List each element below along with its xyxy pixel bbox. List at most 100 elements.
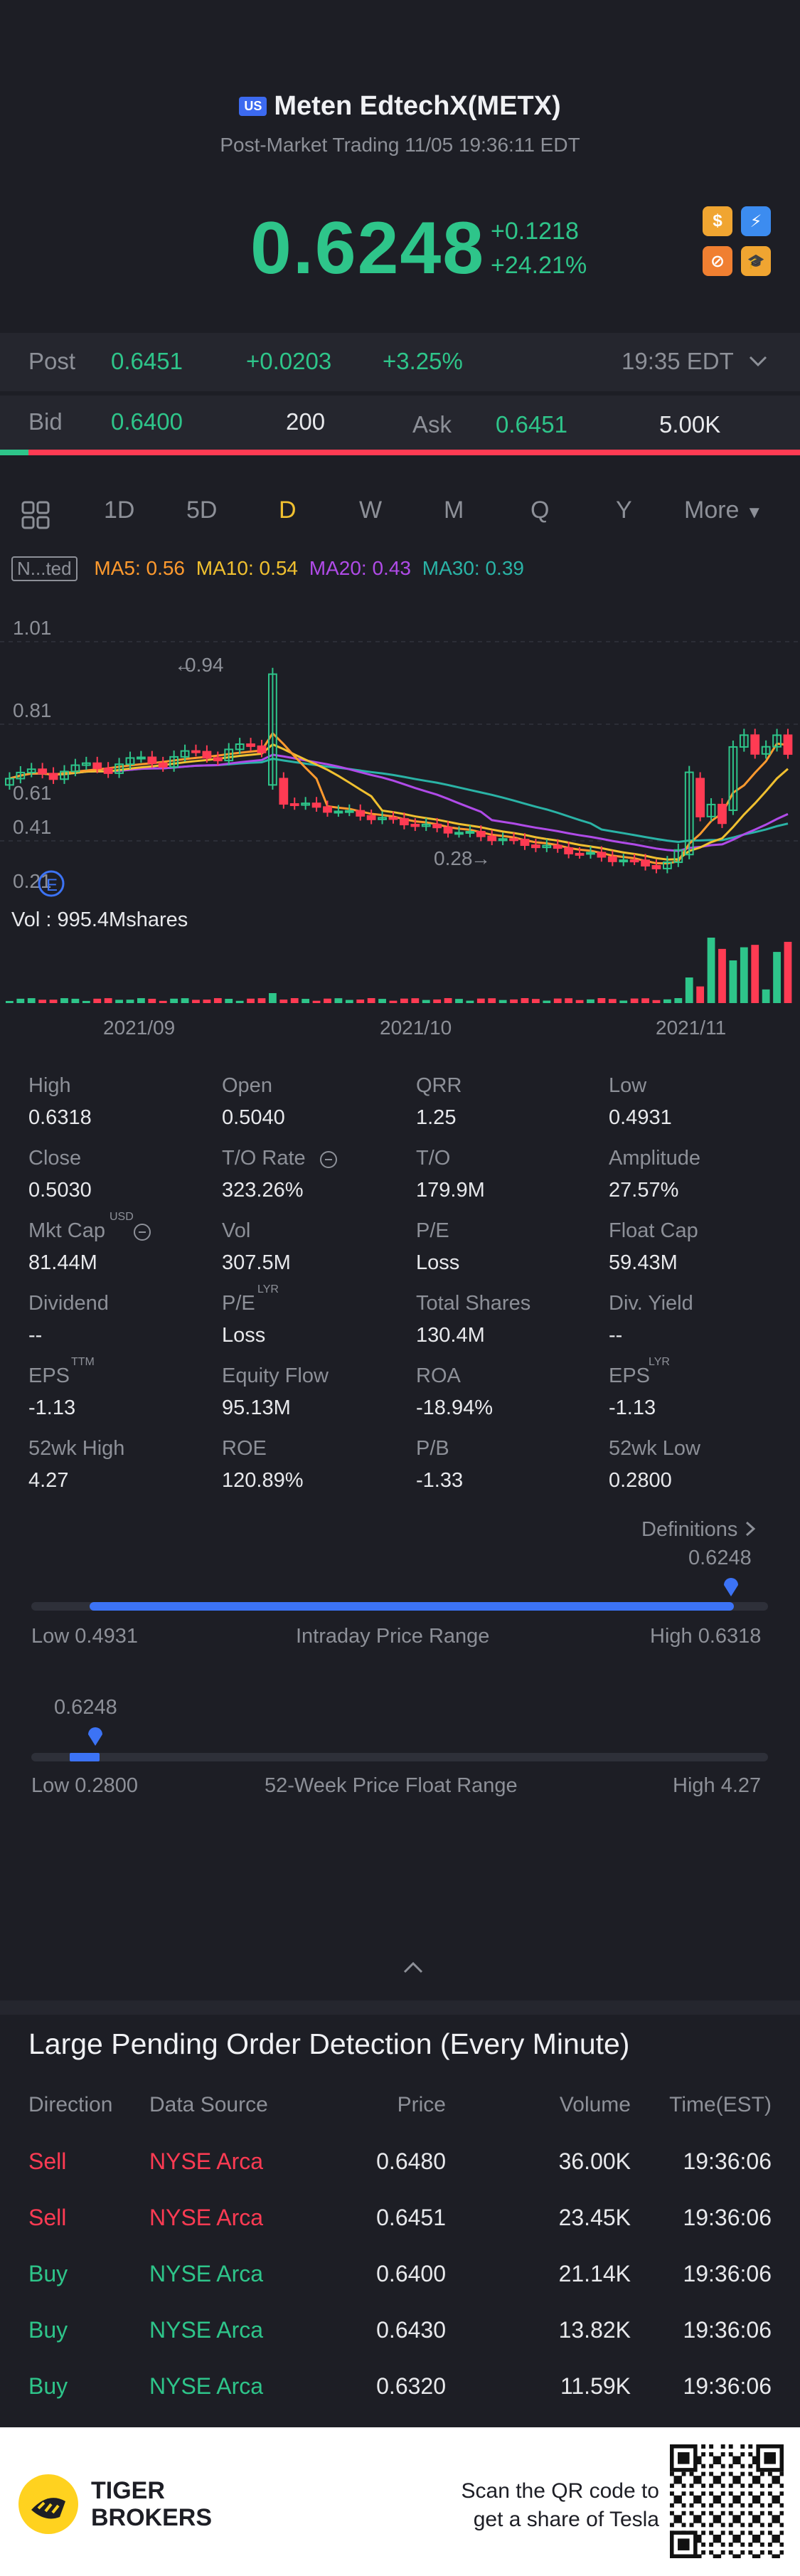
tab-d[interactable]: D <box>279 497 297 524</box>
qr-module <box>720 2530 725 2535</box>
qr-module <box>740 2471 745 2476</box>
tab-1d[interactable]: 1D <box>104 497 135 524</box>
tab-w[interactable]: W <box>359 497 383 524</box>
tab-5d[interactable]: 5D <box>186 497 218 524</box>
pending-orders-panel <box>0 2015 800 2427</box>
bid-ratio-bar <box>0 450 28 455</box>
qr-module <box>678 2495 682 2500</box>
qr-module <box>748 2452 753 2456</box>
qr-module <box>670 2503 674 2508</box>
candle <box>344 810 354 813</box>
stat-item: Low 0.4931 <box>609 1074 672 1130</box>
qr-module <box>752 2456 757 2461</box>
no-short-icon[interactable]: ⊘ <box>703 246 732 276</box>
volume-bar <box>302 999 310 1003</box>
qr-module <box>689 2503 694 2508</box>
qr-module <box>697 2495 702 2500</box>
qr-module <box>697 2554 702 2558</box>
qr-module <box>752 2460 757 2464</box>
qr-module <box>752 2479 757 2484</box>
volume-bar <box>729 960 737 1003</box>
volume-bar <box>696 986 705 1003</box>
indicator-selector[interactable]: N...ted <box>11 556 78 581</box>
volume-bar <box>16 998 25 1003</box>
qr-module <box>767 2511 772 2516</box>
tab-more[interactable]: More ▼ <box>684 497 763 524</box>
stat-label: ROE <box>222 1437 267 1460</box>
qr-module <box>772 2534 777 2539</box>
qr-module <box>713 2460 718 2464</box>
info-icon[interactable] <box>132 1222 152 1242</box>
qr-module <box>713 2476 718 2481</box>
dollar-icon[interactable]: $ <box>703 206 732 236</box>
header-price: Price <box>397 2093 446 2116</box>
ma5-label: MA5: 0.56 <box>94 557 186 579</box>
tab-y[interactable]: Y <box>616 497 632 524</box>
qr-module <box>748 2471 753 2476</box>
qr-module <box>740 2503 745 2508</box>
qr-module <box>759 2491 764 2496</box>
volume-bar <box>356 999 365 1003</box>
chevron-up-icon[interactable] <box>402 1961 424 1975</box>
qr-module <box>736 2495 741 2500</box>
qr-module <box>720 2550 725 2555</box>
header-direction: Direction <box>28 2093 113 2116</box>
volume-bar <box>762 989 770 1003</box>
qr-module <box>756 2476 761 2481</box>
stat-value: -1.13 <box>28 1396 76 1419</box>
promo-footer: TIGER BROKERS Scan the QR code to get a … <box>0 2427 800 2576</box>
tab-q[interactable]: Q <box>530 497 550 524</box>
candle <box>465 831 475 834</box>
qr-module <box>740 2444 745 2449</box>
stat-value: Loss <box>222 1324 266 1347</box>
info-icon[interactable] <box>319 1150 338 1170</box>
qr-module <box>732 2515 737 2520</box>
qr-module <box>717 2476 722 2481</box>
qr-module <box>717 2518 722 2523</box>
stat-label: P/B <box>416 1437 449 1460</box>
flash-icon[interactable]: ⚡ <box>741 206 771 236</box>
qr-module <box>740 2511 745 2516</box>
candle <box>400 818 409 826</box>
stat-item: Open 0.5040 <box>222 1074 285 1130</box>
qr-module <box>759 2550 764 2555</box>
qr-module <box>772 2479 777 2484</box>
qr-module <box>701 2484 706 2488</box>
candle <box>629 859 639 863</box>
tab-m[interactable]: M <box>444 497 464 524</box>
candle <box>147 756 157 764</box>
ma-legend: N...ted MA5: 0.56 MA10: 0.54 MA20: 0.43 … <box>11 556 524 581</box>
stat-label: P/E <box>416 1219 449 1242</box>
volume-bar <box>345 1000 353 1003</box>
qr-module <box>732 2456 737 2461</box>
chevron-down-icon[interactable] <box>748 354 768 369</box>
qr-module <box>717 2460 722 2464</box>
intraday-range-title: Intraday Price Range <box>296 1625 490 1648</box>
order-source: NYSE Arca <box>149 2148 264 2174</box>
qr-module <box>701 2444 706 2449</box>
event-marker-icon[interactable] <box>38 870 65 897</box>
qr-module <box>701 2471 706 2476</box>
education-icon[interactable]: 🎓 <box>741 246 771 276</box>
volume-bar <box>498 1000 507 1003</box>
qr-module <box>673 2476 678 2481</box>
qr-module <box>670 2491 674 2496</box>
intraday-current-price: 0.6248 <box>688 1547 752 1569</box>
qr-module <box>775 2515 780 2520</box>
post-market-row[interactable]: Post 0.6451 +0.0203 +3.25% 19:35 EDT <box>0 333 800 391</box>
qr-module <box>759 2503 764 2508</box>
order-time: 19:36:06 <box>683 2373 772 2399</box>
header-volume: Volume <box>559 2093 631 2116</box>
trading-status: Post-Market Trading 11/05 19:36:11 EDT <box>220 134 580 156</box>
stat-label: EPS <box>28 1364 70 1387</box>
qr-code[interactable] <box>670 2444 784 2558</box>
volume-bar <box>389 1000 398 1003</box>
grid-layout-icon[interactable] <box>20 499 51 531</box>
volume-bar <box>269 993 277 1003</box>
qr-module <box>752 2515 757 2520</box>
definitions-link[interactable]: Definitions <box>641 1518 757 1542</box>
volume-bar <box>290 998 299 1003</box>
candlestick-chart[interactable]: 1.010.810.610.410.21 2021/09 2021/10 2021/… <box>0 605 800 1046</box>
order-source: NYSE Arca <box>149 2261 264 2286</box>
qr-module <box>713 2495 718 2500</box>
